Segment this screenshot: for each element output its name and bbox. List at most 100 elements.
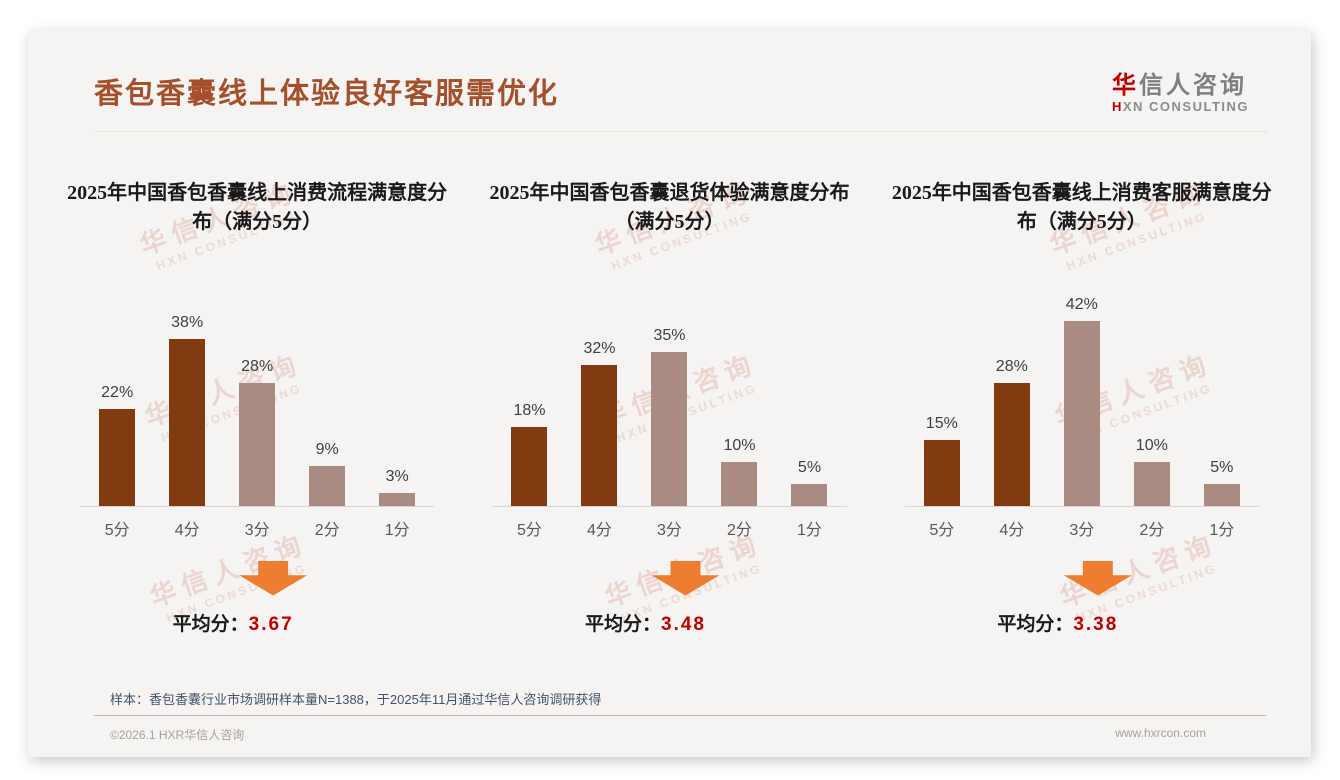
charts-row: 2025年中国香包香囊线上消费流程满意度分布（满分5分） 22% 38% 28% 9% 3… [28, 179, 1311, 636]
bar-value-label: 42% [1065, 295, 1098, 313]
bar-column: 5% [1187, 459, 1257, 506]
down-arrow-icon [651, 560, 720, 596]
header: 香包香囊线上体验良好客服需优化 华信人咨询 HXN CONSULTING [28, 30, 1311, 115]
bar-column: 10% [1117, 437, 1187, 506]
chart-plot: 15% 28% 42% 10% 5% [881, 294, 1283, 506]
bar-value-label: 38% [171, 313, 204, 331]
x-axis-label: 2分 [314, 521, 340, 539]
down-arrow-icon [1063, 560, 1132, 596]
x-axis-labels: 5分 4分 3分 2分 1分 [881, 516, 1283, 540]
down-arrow [468, 560, 870, 596]
company-logo: 华信人咨询 HXN CONSULTING [1112, 70, 1249, 115]
average-value: 3.67 [248, 613, 294, 635]
x-axis-label: 2分 [727, 521, 752, 539]
bar-column: 18% [494, 402, 564, 506]
bar [993, 382, 1030, 506]
bar-column: 38% [152, 314, 222, 506]
bar [721, 461, 758, 506]
bar-value-label: 3% [385, 467, 409, 485]
website-url: www.hxrcon.com [1115, 725, 1206, 740]
x-axis-label: 5分 [104, 521, 130, 539]
bar-value-label: 10% [1135, 436, 1168, 454]
x-axis-line [904, 505, 1259, 507]
bar-column: 32% [564, 340, 634, 506]
x-axis-line [492, 505, 847, 507]
down-arrow-icon [239, 560, 308, 596]
logo-accent-char: 华 [1111, 72, 1139, 99]
average-score: 平均分：3.38 [997, 609, 1118, 636]
chart-title: 2025年中国香包香囊退货体验满意度分布（满分5分） [489, 181, 850, 233]
footer: ©2026.1 HXR华信人咨询 www.hxrcon.com [28, 716, 1311, 743]
slide-card: 华信人咨询 HXN CONSULTING 华信人咨询 HXN CONSULTING 华信… [28, 30, 1311, 757]
bar [791, 483, 828, 506]
logo-en-accent-char: H [1111, 98, 1123, 114]
bar [1063, 320, 1100, 506]
average-score: 平均分：3.48 [585, 609, 706, 636]
x-axis-label: 4分 [999, 521, 1025, 539]
bar [309, 465, 346, 506]
bar [239, 382, 276, 506]
logo-english-name: HXN CONSULTING [1111, 98, 1249, 115]
bar-value-label: 15% [925, 414, 958, 432]
average-score: 平均分：3.67 [173, 609, 294, 636]
bar [99, 408, 136, 506]
x-axis-label: 2分 [1139, 521, 1165, 539]
x-axis-label: 1分 [384, 521, 410, 539]
bar-value-label: 9% [315, 440, 339, 458]
bar [651, 351, 688, 506]
bar-column: 28% [977, 358, 1047, 506]
bar-chart-3: 2025年中国香包香囊线上消费客服满意度分布（满分5分） 15% 28% 42% 10%… [881, 179, 1283, 636]
bar-value-label: 32% [583, 339, 616, 357]
bar [379, 492, 416, 506]
bar-column: 35% [634, 327, 704, 506]
bar-chart-2: 2025年中国香包香囊退货体验满意度分布（满分5分） 18% 32% 35% 10% 5%… [468, 179, 870, 636]
title-divider [94, 130, 1267, 132]
chart-title: 2025年中国香包香囊线上消费流程满意度分布（满分5分） [67, 181, 448, 233]
average-label: 平均分： [584, 613, 661, 635]
bar-value-label: 28% [995, 357, 1028, 375]
x-axis-line [80, 505, 435, 507]
bar [923, 439, 960, 506]
bar [581, 364, 618, 506]
bar-column: 3% [362, 468, 432, 506]
x-axis-label: 1分 [797, 521, 822, 539]
bar [511, 426, 548, 506]
bar [169, 338, 206, 506]
bar [1203, 483, 1240, 506]
down-arrow [56, 560, 458, 596]
bar-value-label: 28% [241, 357, 274, 375]
bar-column: 10% [704, 437, 774, 506]
x-axis-labels: 5分 4分 3分 2分 1分 [468, 516, 870, 540]
x-axis-label: 3分 [1069, 521, 1095, 539]
bar-column: 9% [292, 441, 362, 506]
x-axis-label: 5分 [929, 521, 955, 539]
x-axis-labels: 5分 4分 3分 2分 1分 [56, 516, 458, 540]
bar-column: 28% [222, 358, 292, 506]
x-axis-label: 4分 [174, 521, 200, 539]
average-label: 平均分： [172, 613, 249, 635]
logo-chinese-name: 华信人咨询 [1112, 72, 1249, 100]
sample-footnote: 样本：香包香囊行业市场调研样本量N=1388，于2025年11月通过华信人咨询调… [110, 691, 602, 707]
chart-plot: 22% 38% 28% 9% 3% [56, 294, 458, 506]
average-value: 3.38 [1073, 613, 1119, 635]
chart-plot: 18% 32% 35% 10% 5% [468, 294, 870, 506]
bar-column: 42% [1047, 296, 1117, 506]
x-axis-label: 3分 [657, 521, 682, 539]
copyright-text: ©2026.1 HXR华信人咨询 [110, 727, 245, 742]
page-title: 香包香囊线上体验良好客服需优化 [94, 78, 560, 110]
bar-column: 22% [82, 384, 152, 506]
bar-value-label: 5% [1210, 458, 1234, 476]
average-value: 3.48 [661, 613, 706, 635]
average-label: 平均分： [997, 613, 1074, 635]
bar-value-label: 35% [653, 326, 686, 344]
footer-divider [94, 714, 1266, 716]
logo-rest-chars: 信人咨询 [1138, 72, 1247, 99]
bar [1133, 461, 1170, 506]
x-axis-label: 3分 [244, 521, 270, 539]
bar-value-label: 22% [101, 383, 134, 401]
x-axis-label: 5分 [517, 521, 542, 539]
bar-value-label: 10% [723, 436, 756, 454]
down-arrow [881, 560, 1283, 596]
bar-column: 5% [774, 459, 844, 506]
bar-value-label: 18% [513, 401, 546, 419]
